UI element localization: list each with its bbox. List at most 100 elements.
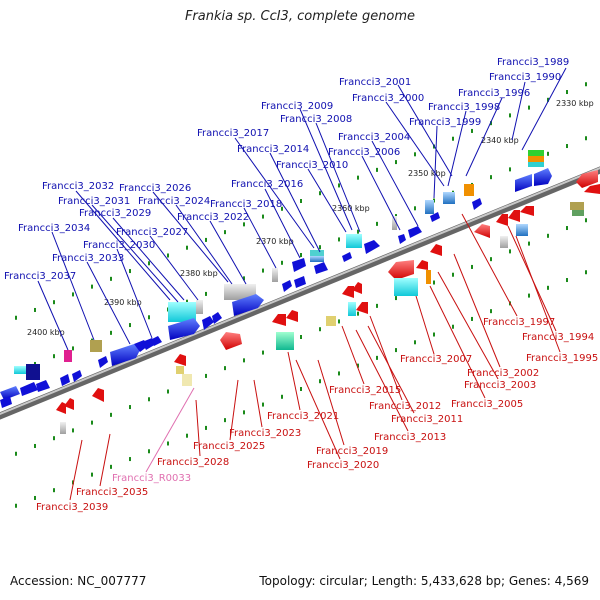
- gene-label[interactable]: Francci3_2037: [4, 271, 76, 282]
- gene-arrow[interactable]: [474, 224, 490, 238]
- gene-block[interactable]: [528, 156, 544, 162]
- gene-label[interactable]: Francci3_2026: [119, 183, 191, 194]
- gene-label[interactable]: Francci3_1996: [458, 88, 530, 99]
- gene-arrow[interactable]: [286, 310, 298, 322]
- gene-arrow[interactable]: [496, 214, 508, 226]
- gene-arrow[interactable]: [168, 318, 200, 340]
- gene-label[interactable]: Francci3_2010: [276, 160, 348, 171]
- gene-label[interactable]: Francci3_2018: [210, 199, 282, 210]
- gene-label[interactable]: Francci3_1994: [522, 332, 594, 343]
- gene-label[interactable]: Francci3_2013: [374, 432, 446, 443]
- gene-label[interactable]: Francci3_2039: [36, 502, 108, 513]
- gene-label[interactable]: Francci3_2023: [229, 428, 301, 439]
- gene-block[interactable]: [60, 422, 66, 434]
- gene-label[interactable]: Francci3_1998: [428, 102, 500, 113]
- gene-arrow[interactable]: [352, 282, 362, 294]
- gene-label[interactable]: Francci3_2002: [467, 368, 539, 379]
- gene-block[interactable]: [528, 162, 544, 167]
- gene-block[interactable]: [464, 184, 474, 196]
- gene-arrow[interactable]: [356, 302, 368, 314]
- gene-block[interactable]: [176, 366, 184, 374]
- gene-label[interactable]: Francci3_2021: [267, 411, 339, 422]
- gene-arrow[interactable]: [150, 336, 162, 346]
- gene-block[interactable]: [346, 234, 362, 248]
- gene-label[interactable]: Francci3_2014: [237, 144, 309, 155]
- gene-arrow[interactable]: [342, 286, 354, 298]
- gene-block[interactable]: [224, 284, 256, 300]
- gene-label[interactable]: Francci3_2024: [138, 196, 210, 207]
- gene-block[interactable]: [276, 332, 294, 350]
- gene-block[interactable]: [528, 150, 544, 156]
- gene-label[interactable]: Francci3_2003: [464, 380, 536, 391]
- gene-arrow[interactable]: [64, 398, 74, 410]
- gene-arrow[interactable]: [282, 280, 292, 292]
- gene-arrow[interactable]: [60, 374, 70, 386]
- gene-label[interactable]: Francci3_1995: [526, 353, 598, 364]
- gene-label[interactable]: Francci3_2020: [307, 460, 379, 471]
- gene-block[interactable]: [348, 302, 356, 316]
- gene-arrow[interactable]: [72, 370, 82, 382]
- gene-arrow[interactable]: [398, 234, 406, 244]
- gene-arrow[interactable]: [292, 258, 306, 272]
- gene-block[interactable]: [182, 374, 192, 386]
- gene-label[interactable]: Francci3_1997: [483, 317, 555, 328]
- gene-arrow[interactable]: [515, 174, 532, 192]
- gene-block[interactable]: [443, 192, 455, 204]
- gene-arrow[interactable]: [220, 332, 242, 350]
- gene-block[interactable]: [500, 236, 508, 248]
- gene-label[interactable]: Francci3_2007: [400, 354, 472, 365]
- gene-block[interactable]: [516, 224, 528, 236]
- gene-block[interactable]: [310, 256, 324, 262]
- gene-arrow[interactable]: [232, 294, 264, 316]
- gene-block[interactable]: [26, 364, 40, 380]
- gene-block[interactable]: [90, 340, 102, 352]
- gene-arrow[interactable]: [272, 314, 286, 326]
- gene-arrow[interactable]: [0, 396, 12, 408]
- gene-block[interactable]: [394, 278, 418, 296]
- gene-block[interactable]: [392, 216, 397, 230]
- gene-label[interactable]: Francci3_R0033: [112, 473, 191, 484]
- gene-label[interactable]: Francci3_2000: [352, 93, 424, 104]
- gene-block[interactable]: [426, 270, 431, 284]
- gene-label[interactable]: Francci3_1999: [409, 117, 481, 128]
- gene-label[interactable]: Francci3_2017: [197, 128, 269, 139]
- gene-label[interactable]: Francci3_2035: [76, 487, 148, 498]
- gene-arrow[interactable]: [508, 210, 520, 222]
- gene-block[interactable]: [425, 200, 434, 214]
- gene-block[interactable]: [196, 300, 203, 314]
- gene-arrow[interactable]: [584, 184, 600, 194]
- gene-label[interactable]: Francci3_1990: [489, 72, 561, 83]
- gene-arrow[interactable]: [56, 402, 66, 414]
- gene-arrow[interactable]: [430, 244, 442, 256]
- gene-label[interactable]: Francci3_2034: [18, 223, 90, 234]
- gene-arrow[interactable]: [294, 276, 306, 288]
- gene-label[interactable]: Francci3_2016: [231, 179, 303, 190]
- gene-arrow[interactable]: [364, 240, 380, 254]
- gene-label[interactable]: Francci3_2032: [42, 181, 114, 192]
- gene-label[interactable]: Francci3_2033: [52, 253, 124, 264]
- gene-arrow[interactable]: [576, 170, 598, 188]
- gene-label[interactable]: Francci3_2025: [193, 441, 265, 452]
- gene-arrow[interactable]: [534, 168, 552, 186]
- gene-label[interactable]: Francci3_2006: [328, 147, 400, 158]
- gene-label[interactable]: Francci3_2029: [79, 208, 151, 219]
- gene-arrow[interactable]: [174, 354, 186, 366]
- gene-arrow[interactable]: [202, 316, 214, 330]
- gene-label[interactable]: Francci3_2031: [58, 196, 130, 207]
- gene-block[interactable]: [572, 210, 584, 216]
- gene-block[interactable]: [326, 316, 336, 326]
- gene-arrow[interactable]: [98, 356, 108, 368]
- gene-block[interactable]: [272, 268, 278, 282]
- gene-arrow[interactable]: [472, 198, 482, 210]
- gene-label[interactable]: Francci3_2011: [391, 414, 463, 425]
- gene-label[interactable]: Francci3_2022: [177, 212, 249, 223]
- gene-arrow[interactable]: [416, 260, 428, 270]
- gene-arrow[interactable]: [110, 344, 140, 366]
- gene-arrow[interactable]: [36, 380, 50, 392]
- gene-arrow[interactable]: [20, 382, 38, 396]
- gene-arrow[interactable]: [212, 312, 222, 324]
- gene-arrow[interactable]: [388, 260, 414, 280]
- gene-arrow[interactable]: [0, 386, 20, 400]
- gene-label[interactable]: Francci3_2019: [316, 446, 388, 457]
- gene-arrow[interactable]: [430, 212, 440, 222]
